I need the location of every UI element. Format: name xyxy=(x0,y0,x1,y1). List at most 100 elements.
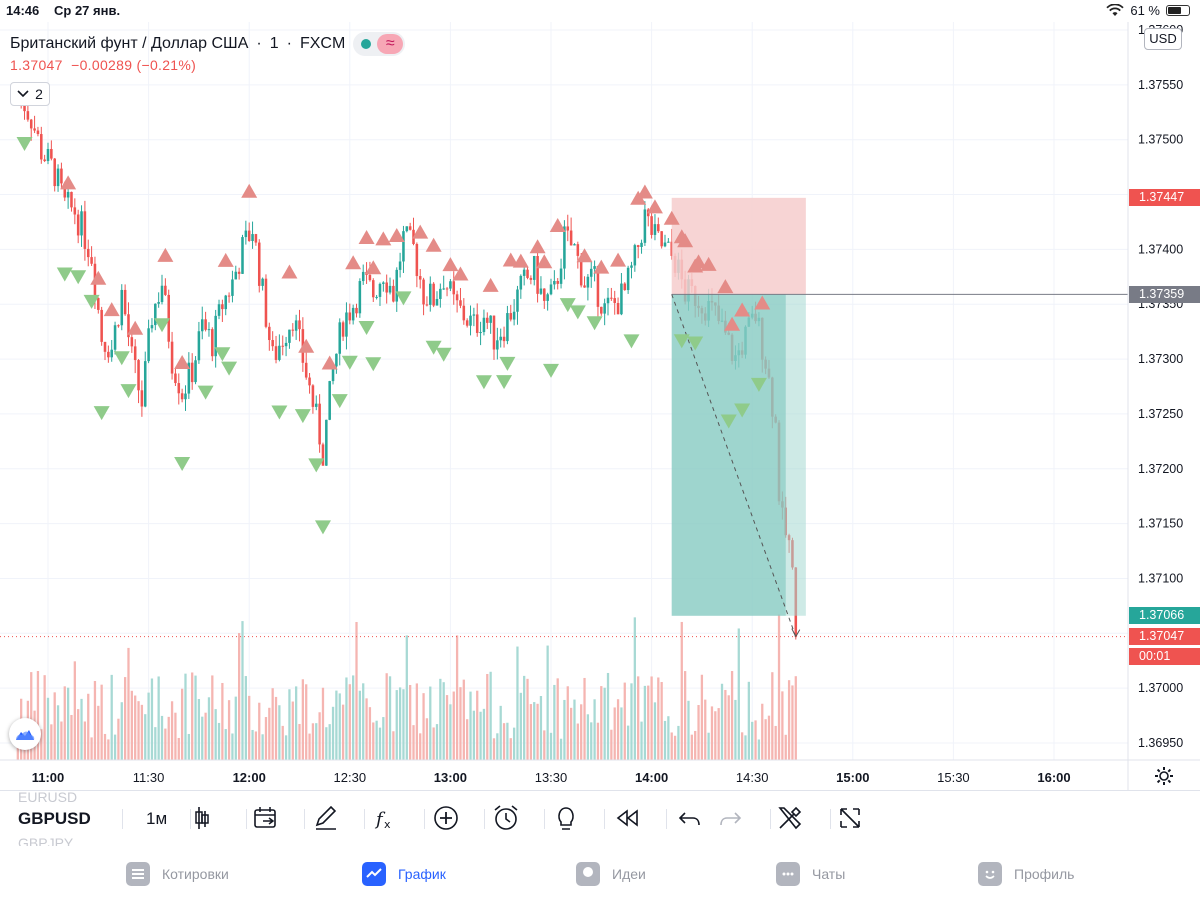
volume-bar xyxy=(164,728,167,760)
candles-button[interactable] xyxy=(192,803,222,833)
candle-body xyxy=(626,267,630,291)
volume-bar xyxy=(120,702,123,760)
price-tick-label: 1.37300 xyxy=(1138,352,1183,366)
add-circle-button[interactable] xyxy=(431,803,461,833)
volume-bar xyxy=(657,677,660,760)
volume-bar xyxy=(147,692,150,760)
pen-button[interactable] xyxy=(311,803,341,833)
status-bar: 14:46 Ср 27 янв. 61 % xyxy=(0,0,1200,22)
volume-bar xyxy=(291,701,294,760)
sell-signal-triangle xyxy=(375,231,392,246)
volume-bar xyxy=(452,691,455,760)
volume-bar xyxy=(573,699,576,760)
time-tick-label: 15:00 xyxy=(836,770,869,785)
tab-chart[interactable]: График xyxy=(362,862,446,886)
replay-rewind-button[interactable] xyxy=(613,803,643,833)
chart-area[interactable]: 1.376001.375501.375001.374501.374001.373… xyxy=(0,22,1200,790)
volume-bar xyxy=(616,699,620,760)
tools-button[interactable] xyxy=(775,803,805,833)
status-right: 61 % xyxy=(1106,3,1190,18)
exchange-label[interactable]: FXCM xyxy=(299,35,346,52)
candle-body xyxy=(63,183,67,198)
volume-bar xyxy=(620,707,623,760)
volume-bar xyxy=(328,724,331,760)
volume-bar xyxy=(315,723,318,760)
alarm-clock-button[interactable] xyxy=(491,803,521,833)
tab-profile[interactable]: Профиль xyxy=(978,862,1074,886)
tradingview-logo-button[interactable] xyxy=(9,718,41,750)
indicators-collapse-button[interactable]: 2 xyxy=(10,82,50,106)
undo-button[interactable] xyxy=(675,803,705,833)
candle-body xyxy=(184,393,187,400)
chart-canvas[interactable]: 1.376001.375501.375001.374501.374001.373… xyxy=(0,22,1200,790)
volume-bar xyxy=(87,693,90,760)
symbol-name[interactable]: Британский фунт / Доллар США xyxy=(10,35,249,52)
symbol-selector[interactable]: GBPUSD xyxy=(18,809,91,828)
tab-idea[interactable]: Идеи xyxy=(576,862,646,886)
redo-button[interactable] xyxy=(715,803,745,833)
buy-signal-triangle xyxy=(569,305,586,320)
candle-body xyxy=(318,403,321,445)
volume-bar xyxy=(479,711,482,760)
market-status-pill[interactable]: ≈ xyxy=(353,32,406,56)
buy-signal-triangle xyxy=(496,375,513,390)
candle-body xyxy=(526,269,529,278)
symbol-prev[interactable]: EURUSD xyxy=(18,789,78,805)
candle-body xyxy=(435,298,439,306)
volume-bar xyxy=(764,719,767,760)
volume-bar xyxy=(536,703,539,760)
volume-bar xyxy=(419,733,422,760)
candle-body xyxy=(26,111,30,120)
toolbar-divider xyxy=(122,809,123,829)
volume-bar xyxy=(781,691,784,760)
volume-bar xyxy=(593,699,596,760)
symbol-next[interactable]: GBPJPY xyxy=(18,835,74,847)
candle-body xyxy=(529,277,533,280)
candle-body xyxy=(603,303,606,314)
candles-icon xyxy=(195,807,209,829)
volume-bar xyxy=(184,673,187,760)
timeframe-selector[interactable]: 1м xyxy=(146,809,168,828)
volume-bar xyxy=(476,690,479,760)
sell-signal-triangle xyxy=(321,355,338,370)
price-change: −0.00289 xyxy=(71,57,133,73)
add-circle-icon xyxy=(434,806,458,830)
currency-button[interactable]: USD xyxy=(1144,28,1182,50)
candle-body xyxy=(36,130,40,135)
quote-line: 1.37047 −0.00289 (−0.21%) xyxy=(10,57,196,73)
lightbulb-button[interactable] xyxy=(551,803,581,833)
volume-bar xyxy=(248,695,251,760)
volume-bar xyxy=(352,675,355,760)
sell-signal-triangle xyxy=(576,248,593,263)
volume-bar xyxy=(375,720,378,760)
buy-signal-triangle xyxy=(314,520,331,535)
time-tick-label: 14:00 xyxy=(635,770,668,785)
volume-bar xyxy=(754,720,757,760)
volume-bar xyxy=(321,687,325,760)
candle-body xyxy=(76,214,80,236)
interval-label[interactable]: 1 xyxy=(269,35,279,52)
chart-settings-button[interactable] xyxy=(1154,766,1174,791)
volume-bar xyxy=(794,676,797,760)
candle-body xyxy=(257,242,261,286)
volume-bar xyxy=(385,673,388,760)
volume-bar xyxy=(60,721,63,760)
cloud-chart-icon xyxy=(16,730,35,740)
chart-legend[interactable]: Британский фунт / Доллар США · 1 · FXCM … xyxy=(10,32,406,56)
tab-chat[interactable]: Чаты xyxy=(776,862,845,886)
volume-bar xyxy=(459,687,462,760)
fullscreen-button[interactable] xyxy=(835,803,865,833)
candle-body xyxy=(449,281,452,289)
calendar-compare-button[interactable] xyxy=(251,803,281,833)
volume-bar xyxy=(653,702,657,760)
tab-list[interactable]: Котировки xyxy=(126,862,229,886)
volume-bar xyxy=(687,700,690,760)
volume-bar xyxy=(187,733,190,760)
candle-body xyxy=(579,255,583,286)
candle-body xyxy=(217,304,221,316)
volume-bar xyxy=(130,690,133,760)
volume-bar xyxy=(445,695,449,760)
candle-body xyxy=(636,245,640,247)
